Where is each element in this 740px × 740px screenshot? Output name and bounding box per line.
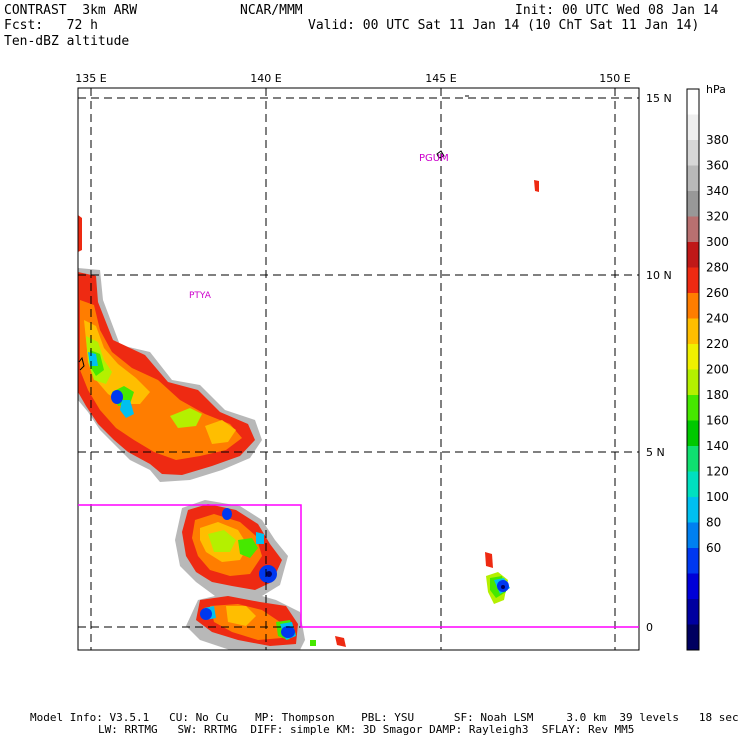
field-name: Ten-dBZ altitude xyxy=(4,34,130,49)
legend-tick-label: 340 xyxy=(706,184,729,198)
legend-tick-label: 100 xyxy=(706,490,729,504)
legend-swatch xyxy=(687,599,699,625)
legend-swatch xyxy=(687,242,699,268)
init-time: Init: 00 UTC Wed 08 Jan 14 xyxy=(515,3,719,18)
legend-tick-label: 380 xyxy=(706,133,729,147)
lat-label-15n: 15 N xyxy=(646,92,672,105)
legend-tick-label: 220 xyxy=(706,337,729,351)
legend-unit: hPa xyxy=(706,83,726,96)
station-label-ptya: PTYA xyxy=(189,291,212,301)
legend-swatch xyxy=(687,318,699,345)
model-info-line1: Model Info: V3.5.1 CU: No Cu MP: Thompso… xyxy=(30,711,739,724)
legend-swatch xyxy=(687,216,699,243)
lat-label-5n: 5 N xyxy=(646,446,665,459)
coastlines xyxy=(78,95,469,371)
legend-swatch xyxy=(687,395,699,421)
legend-swatch xyxy=(687,522,699,549)
inner-domain-outline xyxy=(78,504,639,628)
lon-label-135e: 135 E xyxy=(75,72,106,85)
legend-tick-label: 280 xyxy=(706,261,729,275)
legend-swatch xyxy=(687,89,699,115)
legend-swatch xyxy=(687,471,699,498)
legend-swatch xyxy=(687,497,699,523)
legend-swatch xyxy=(687,344,699,370)
station-label-pgum: PGUM xyxy=(419,153,449,164)
legend-tick-label: 140 xyxy=(706,439,729,453)
legend-tick-label: 120 xyxy=(706,465,729,479)
lat-label-10n: 10 N xyxy=(646,269,672,282)
legend-tick-label: 320 xyxy=(706,210,729,224)
legend-swatch xyxy=(687,446,699,472)
legend-tick-label: 300 xyxy=(706,235,729,249)
legend-tick-label: 360 xyxy=(706,159,729,173)
model-title: CONTRAST 3km ARW xyxy=(4,3,138,18)
legend-swatch xyxy=(687,624,699,651)
legend-swatch xyxy=(687,140,699,166)
legend-swatch xyxy=(687,369,699,396)
legend-swatch xyxy=(687,420,699,447)
lon-label-150e: 150 E xyxy=(599,72,630,85)
reflectivity-field xyxy=(78,180,539,650)
legend-tick-label: 180 xyxy=(706,388,729,402)
legend-swatch xyxy=(687,293,699,319)
valid-time: Valid: 00 UTC Sat 11 Jan 14 (10 ChT Sat … xyxy=(308,18,700,33)
lon-label-145e: 145 E xyxy=(425,72,456,85)
color-legend xyxy=(686,88,700,651)
legend-tick-label: 200 xyxy=(706,363,729,377)
legend-tick-label: 260 xyxy=(706,286,729,300)
legend-swatch xyxy=(687,114,699,141)
forecast-hour: Fcst: 72 h xyxy=(4,18,98,33)
lat-label-0: 0 xyxy=(646,621,653,634)
legend-tick-label: 80 xyxy=(706,516,721,530)
legend-swatch xyxy=(687,267,699,294)
legend-swatch xyxy=(687,573,699,600)
legend-frame xyxy=(686,88,700,651)
legend-swatch xyxy=(687,165,699,192)
model-info-line2: LW: RRTMG SW: RRTMG DIFF: simple KM: 3D … xyxy=(98,723,635,736)
legend-tick-label: 240 xyxy=(706,312,729,326)
legend-tick-label: 160 xyxy=(706,414,729,428)
agency-label: NCAR/MMM xyxy=(240,3,303,18)
legend-swatch xyxy=(687,548,699,574)
map-frame xyxy=(77,87,640,651)
legend-tick-label: 60 xyxy=(706,541,721,555)
lon-label-140e: 140 E xyxy=(250,72,281,85)
legend-swatch xyxy=(687,191,699,217)
